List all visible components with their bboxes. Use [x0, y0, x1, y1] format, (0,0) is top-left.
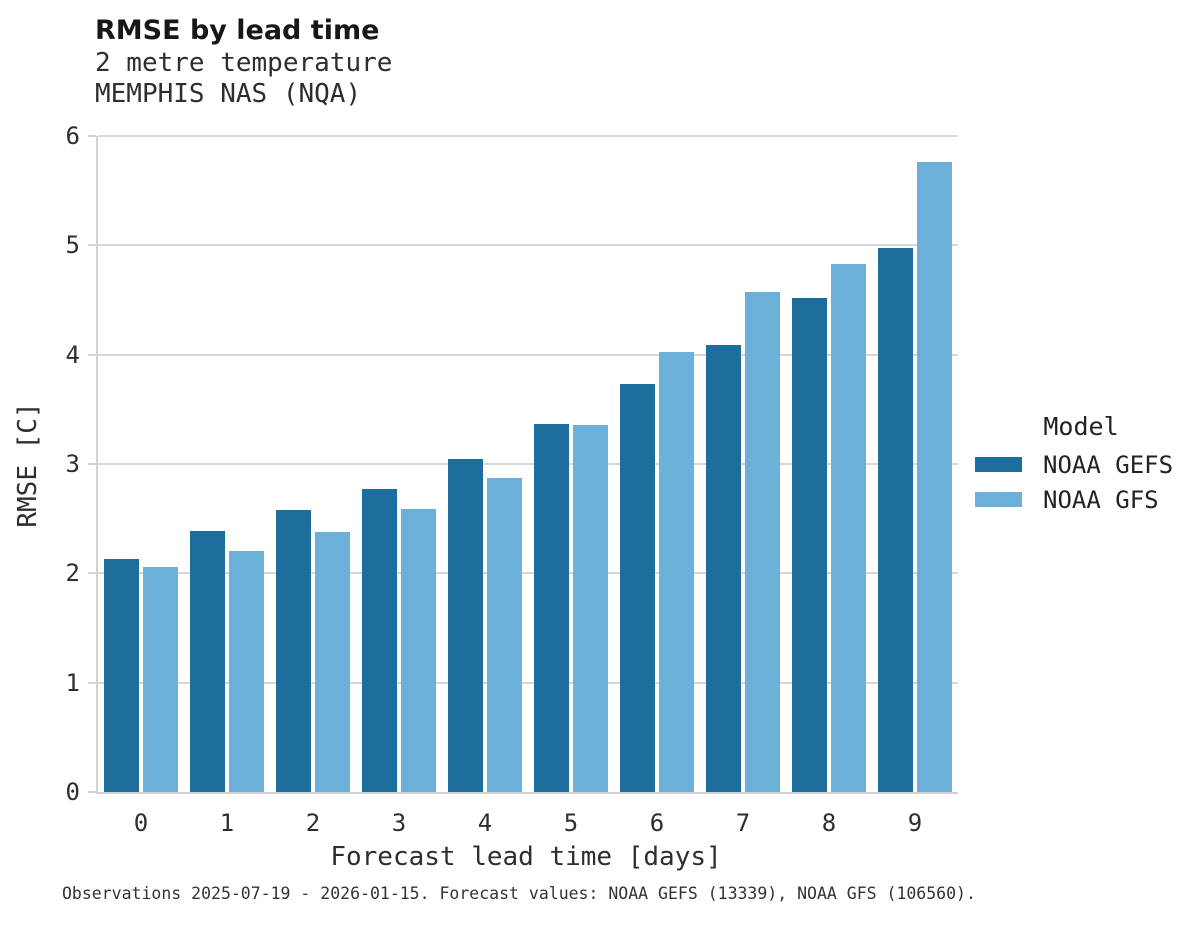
gridline-y-1 [98, 681, 958, 684]
chart-title: RMSE by lead time [95, 15, 380, 46]
y-tick-mark-1 [88, 681, 96, 684]
x-tick-label-4: 4 [477, 809, 493, 837]
bar-noaa-gefs-lead-0 [104, 559, 139, 792]
y-tick-mark-5 [88, 244, 96, 247]
legend-label-noaa-gefs: NOAA GEFS [1043, 450, 1174, 479]
bar-noaa-gfs-lead-2 [315, 531, 350, 792]
bar-noaa-gfs-lead-9 [917, 162, 952, 792]
y-tick-mark-6 [88, 135, 96, 137]
title-block: RMSE by lead time 2 metre temperature ME… [95, 14, 392, 110]
legend-swatch-noaa-gefs [975, 457, 1022, 472]
x-tick-label-5: 5 [563, 809, 579, 837]
y-tick-label-1: 1 [65, 668, 80, 697]
y-tick-label-4: 4 [65, 340, 80, 369]
gridline-y-6 [98, 135, 958, 137]
plot-area: 0 1 2 3 4 5 6 0 1 2 3 4 5 6 7 8 9 [66, 122, 958, 837]
y-tick-mark-3 [88, 463, 96, 465]
gridline-y-5 [98, 244, 958, 247]
bar-noaa-gefs-lead-2 [276, 509, 311, 792]
y-tick-mark-2 [88, 572, 96, 575]
chart-subtitle-variable: 2 metre temperature [95, 48, 393, 78]
x-tick-label-6: 6 [649, 809, 665, 837]
bar-noaa-gfs-lead-1 [229, 551, 264, 792]
bar-noaa-gefs-lead-5 [534, 423, 569, 792]
gridline-y-4 [98, 353, 958, 356]
legend-title: Model [1043, 412, 1119, 441]
gridline-y-3 [98, 463, 958, 465]
x-tick-label-2: 2 [305, 809, 321, 837]
chart-subtitle-station: MEMPHIS NAS (NQA) [95, 79, 362, 109]
x-tick-label-8: 8 [821, 809, 837, 837]
legend-swatch-noaa-gfs [975, 492, 1022, 507]
x-tick-label-0: 0 [133, 809, 149, 837]
bar-noaa-gefs-lead-9 [878, 247, 913, 792]
y-tick-label-5: 5 [65, 231, 80, 260]
gridline-y-2 [98, 572, 958, 575]
bar-noaa-gfs-lead-7 [745, 292, 780, 792]
footnote-caption: Observations 2025-07-19 - 2026-01-15. Fo… [62, 884, 976, 903]
x-tick-label-9: 9 [907, 809, 923, 837]
legend-item-noaa-gefs: NOAA GEFS [975, 450, 1187, 479]
x-tick-label-1: 1 [219, 809, 235, 837]
y-tick-mark-0 [88, 791, 96, 793]
legend-label-noaa-gfs: NOAA GFS [1043, 485, 1159, 514]
legend-item-noaa-gfs: NOAA GFS [975, 485, 1187, 514]
bar-noaa-gefs-lead-3 [362, 489, 397, 792]
x-axis-title: Forecast lead time [days] [330, 842, 722, 872]
x-tick-label-7: 7 [735, 809, 751, 837]
bar-noaa-gfs-lead-5 [573, 424, 608, 792]
bar-noaa-gefs-lead-8 [792, 297, 827, 792]
bar-noaa-gfs-lead-8 [831, 263, 866, 792]
bar-noaa-gfs-lead-3 [401, 508, 436, 792]
bar-noaa-gfs-lead-0 [143, 566, 178, 792]
y-tick-label-3: 3 [65, 450, 80, 478]
y-axis-title: RMSE [C] [13, 402, 43, 528]
bar-noaa-gefs-lead-4 [448, 458, 483, 792]
bar-noaa-gefs-lead-1 [190, 530, 225, 792]
y-tick-label-0: 0 [65, 778, 80, 806]
y-tick-label-2: 2 [65, 559, 80, 588]
y-tick-label-6: 6 [65, 122, 80, 150]
bar-noaa-gefs-lead-6 [620, 384, 655, 792]
bar-noaa-gefs-lead-7 [706, 344, 741, 792]
legend: Model NOAA GEFS NOAA GFS [975, 412, 1187, 523]
bar-noaa-gfs-lead-4 [487, 478, 522, 792]
y-tick-mark-4 [88, 353, 96, 356]
bar-noaa-gfs-lead-6 [659, 352, 694, 792]
x-tick-label-3: 3 [391, 809, 407, 837]
